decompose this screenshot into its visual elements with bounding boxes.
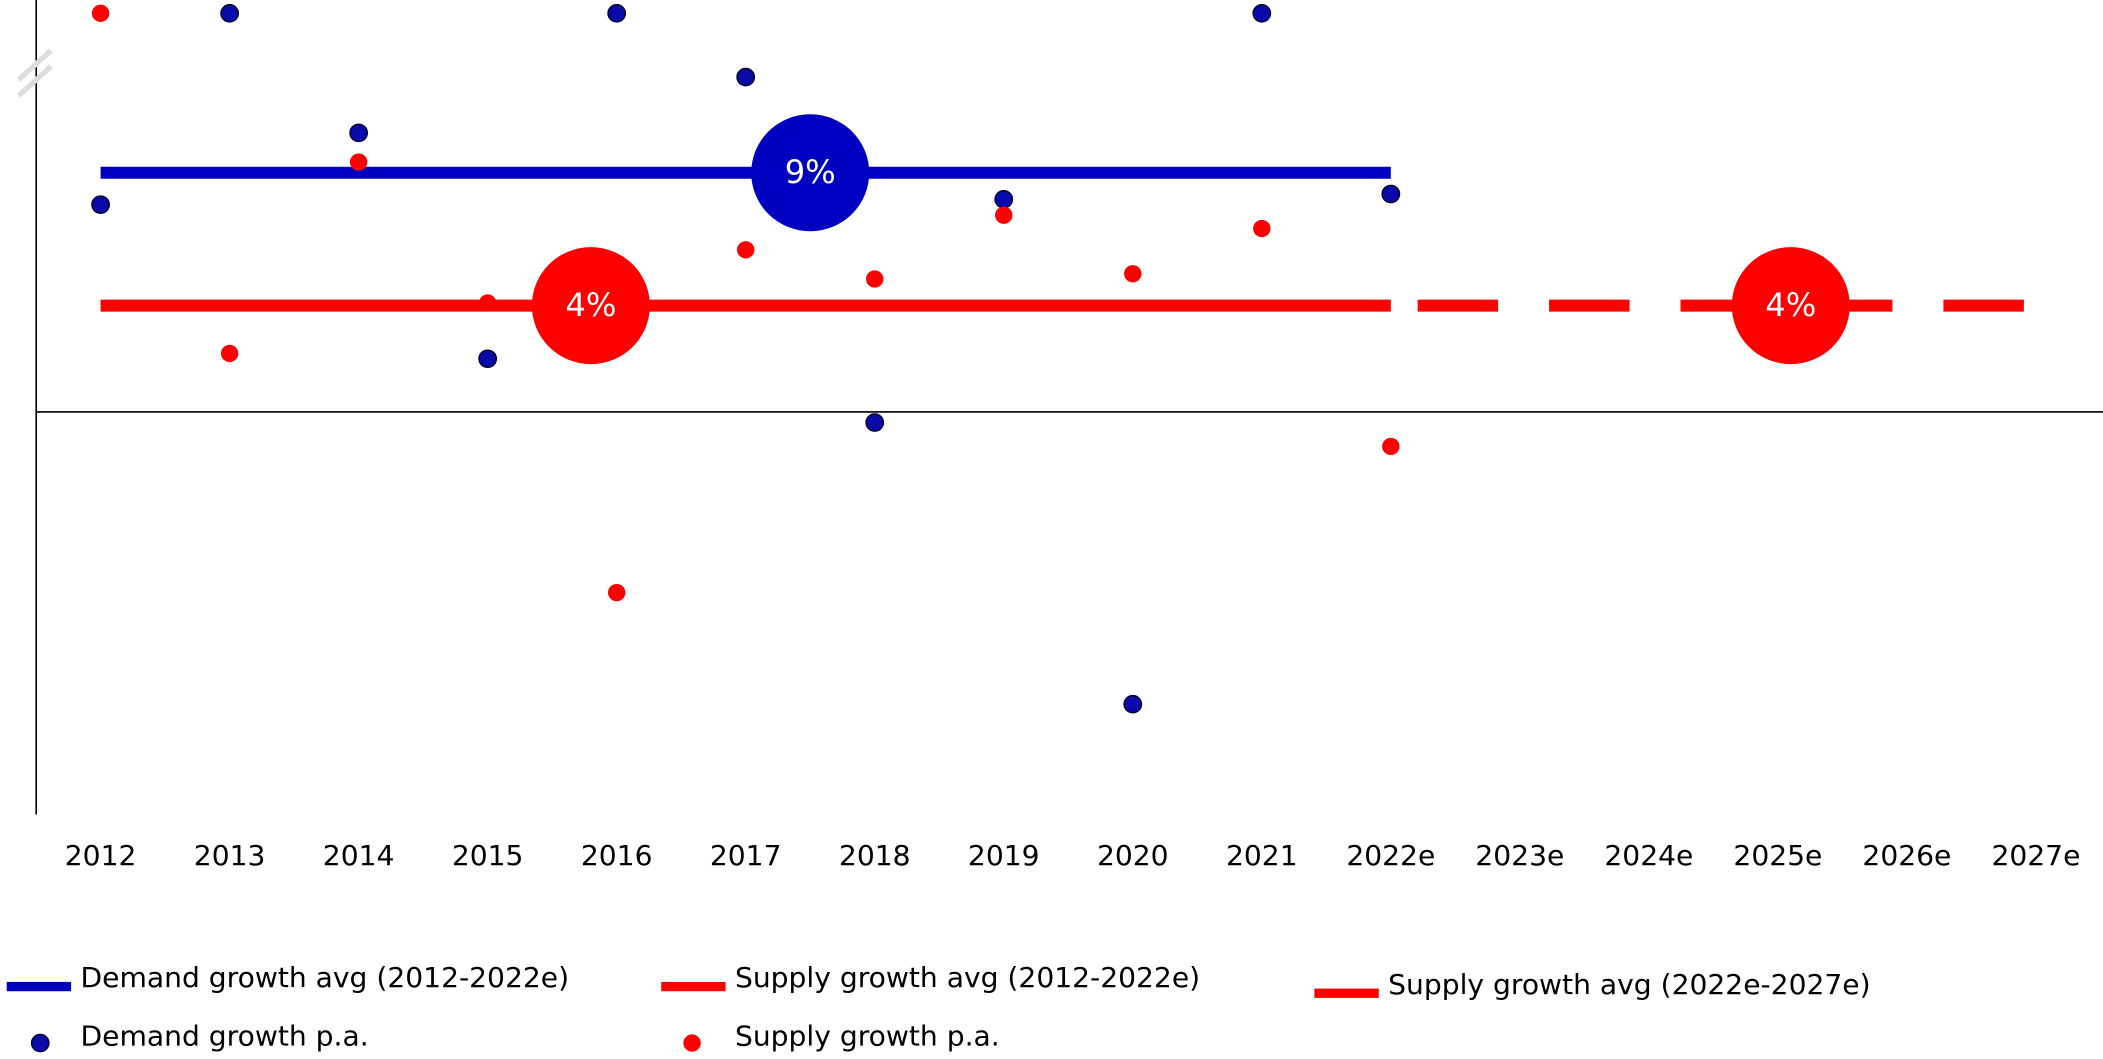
point xyxy=(1252,3,1272,23)
legend-label: Supply growth avg (2012-2022e) xyxy=(735,961,1200,994)
avg-label: 4% xyxy=(1765,286,1816,324)
point xyxy=(1381,184,1401,204)
legend-marker xyxy=(683,1034,701,1052)
avg-label: 9% xyxy=(785,153,836,191)
point xyxy=(91,4,110,22)
axis-break xyxy=(16,48,53,98)
x-tick-label: 2021 xyxy=(1226,839,1298,872)
x-tick-label: 2015 xyxy=(452,839,524,872)
legend-label: Supply growth p.a. xyxy=(735,1020,1000,1053)
point xyxy=(995,206,1013,224)
point xyxy=(478,349,498,369)
point xyxy=(607,583,626,602)
avg-label: 4% xyxy=(565,286,616,324)
point xyxy=(1123,694,1143,714)
point xyxy=(994,190,1014,209)
x-tick-label: 2019 xyxy=(968,839,1040,872)
legend-label: Demand growth p.a. xyxy=(80,1020,368,1053)
avg-bubble xyxy=(531,247,650,365)
x-tick-label: 2017 xyxy=(710,839,782,872)
point xyxy=(736,67,756,87)
point xyxy=(736,241,755,259)
legend-swatch xyxy=(1314,988,1379,998)
point xyxy=(220,3,240,23)
legend-label: Supply growth avg (2022e-2027e) xyxy=(1388,968,1870,1001)
x-tick-label: 2026e xyxy=(1862,839,1951,872)
x-tick-label: 2012 xyxy=(65,839,137,872)
avg-bubble xyxy=(1731,247,1850,365)
point xyxy=(478,294,497,312)
point xyxy=(349,123,369,143)
x-tick-label: 2016 xyxy=(581,839,653,872)
x-tick-label: 2024e xyxy=(1604,839,1693,872)
point xyxy=(1124,265,1142,283)
x-tick-label: 2027e xyxy=(1991,839,2080,872)
point xyxy=(1382,437,1400,456)
point xyxy=(220,344,239,363)
x-tick-label: 2023e xyxy=(1475,839,1564,872)
legend-swatch xyxy=(661,981,726,992)
x-tick-label: 2018 xyxy=(839,839,911,872)
point xyxy=(1253,219,1271,238)
point xyxy=(349,153,368,171)
avg-bubble xyxy=(751,114,870,232)
x-tick-label: 2022e xyxy=(1346,839,1435,872)
legend-label: Demand growth avg (2012-2022e) xyxy=(80,961,569,994)
legend-swatch xyxy=(6,981,72,992)
point xyxy=(607,3,627,23)
x-tick-label: 2025e xyxy=(1733,839,1822,872)
point xyxy=(91,195,110,214)
point xyxy=(865,413,885,432)
x-tick-label: 2014 xyxy=(323,839,395,872)
x-tick-label: 2013 xyxy=(194,839,266,872)
legend-marker xyxy=(30,1033,50,1053)
x-tick-label: 2020 xyxy=(1097,839,1169,872)
point xyxy=(866,270,884,288)
